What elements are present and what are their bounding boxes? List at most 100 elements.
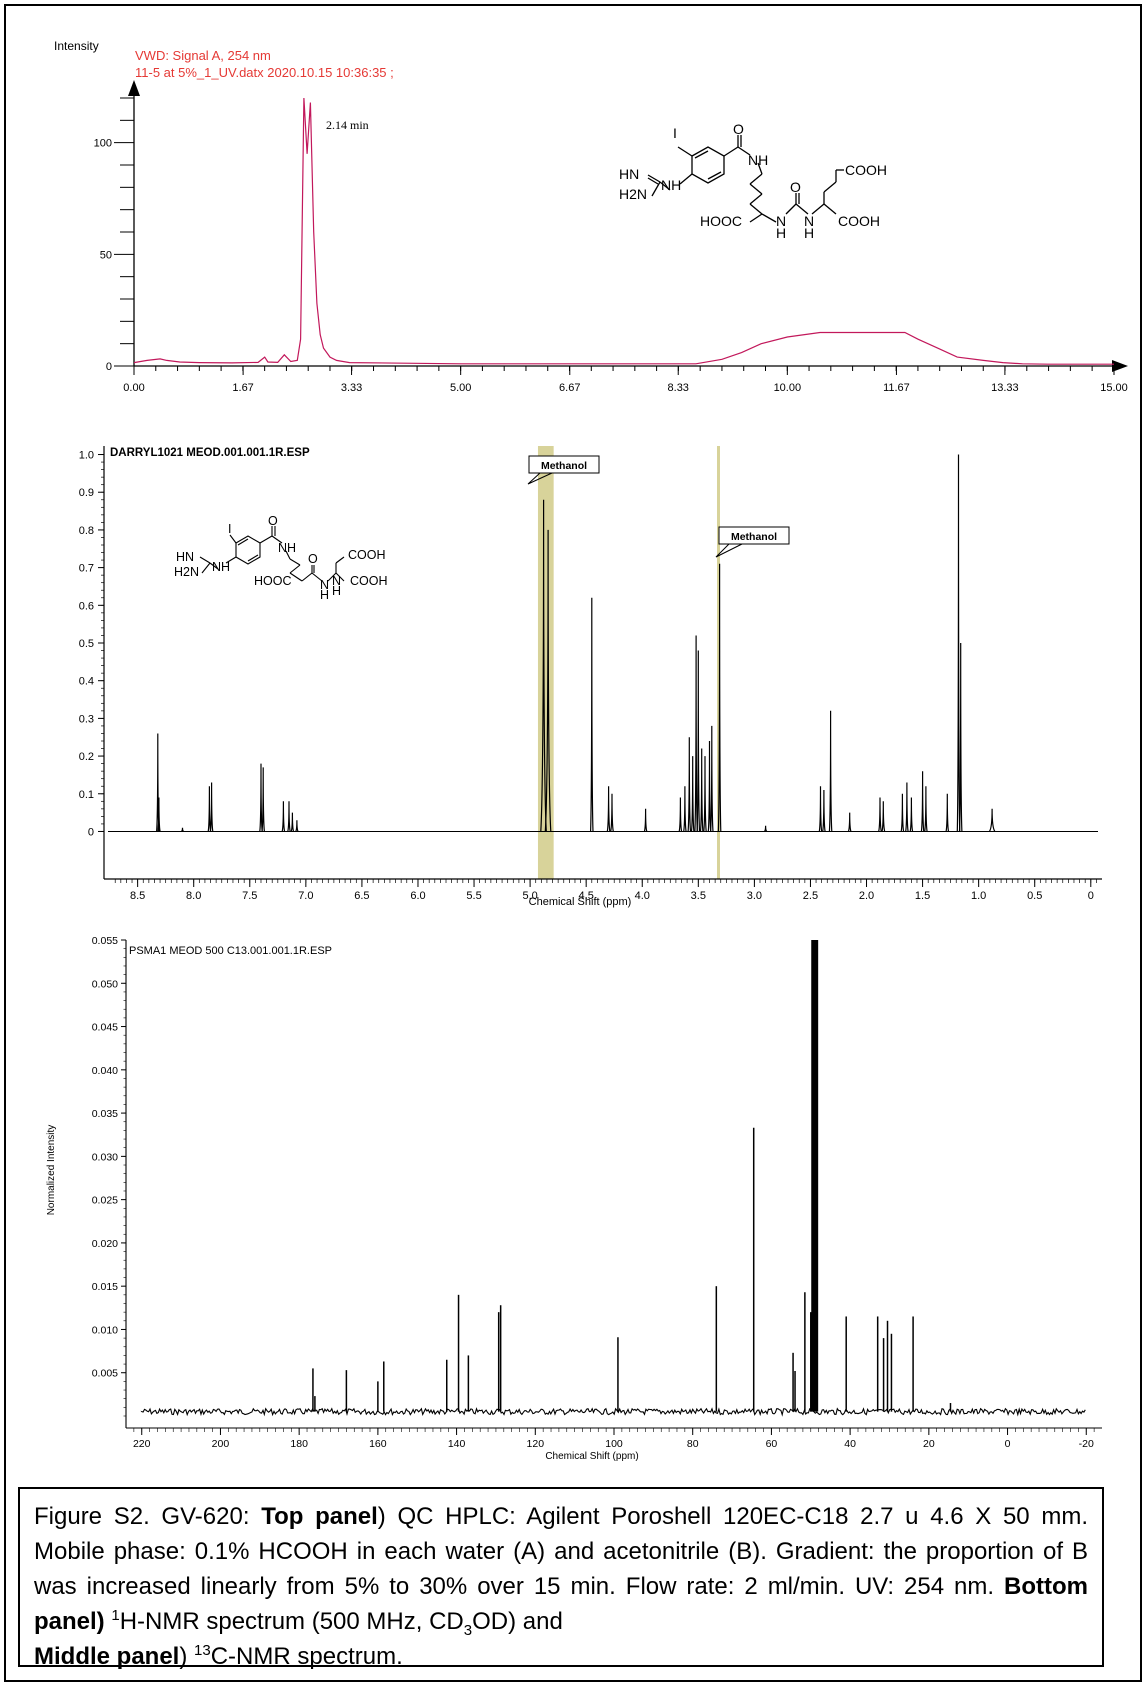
h1-x-axis-label: Chemical Shift (ppm): [529, 896, 632, 908]
h1-y-tick-label: 0.6: [79, 600, 94, 612]
h1-peak: [696, 650, 701, 832]
h1-axes: 0 0.1 0.2 0.3 0.4 0.5 0.6 0.7 0.8 0.9 1.0 8.5 8.0 7.5…: [79, 446, 1102, 902]
h1-y-tick-label: 0.2: [79, 751, 94, 763]
h1-peak: [956, 454, 961, 832]
c13-x-tick-label: 40: [844, 1438, 856, 1450]
h1-x-tick-label: 8.0: [186, 890, 201, 902]
hplc-x-tick-label: 5.00: [450, 382, 471, 394]
c13-x-tick-label: 220: [133, 1438, 151, 1450]
h1-peak: [988, 808, 996, 832]
hplc-x-tick-label: 0.00: [123, 382, 144, 394]
struct1-cooh-top: COOH: [845, 162, 887, 178]
caption-c13-sup: 13: [194, 1642, 211, 1659]
figure-caption: Figure S2. GV-620: Top panel) QC HPLC: A…: [18, 1487, 1104, 1670]
c13-axes: 0.005 0.010 0.015 0.020 0.025 0.030 0.035 0.040…: [92, 935, 1102, 1450]
h1-nmr-panel: 0 0.1 0.2 0.3 0.4 0.5 0.6 0.7 0.8 0.9 1.0 8.5 8.0 7.5…: [79, 446, 1102, 908]
h1-file-label: DARRYL1021 MEOD.001.001.1R.ESP: [110, 447, 310, 459]
h1-peak: [945, 793, 950, 832]
caption-middle-text-a: ): [179, 1643, 195, 1670]
hplc-y-tick-label: 100: [94, 138, 112, 150]
h1-peak: [157, 797, 161, 832]
h1-peak: [900, 793, 905, 832]
struct1-h2n: H2N: [619, 186, 647, 202]
caption-top-bold: Top panel: [261, 1503, 378, 1530]
h1-peak: [290, 812, 295, 832]
methanol-band-2: [716, 446, 720, 879]
struct1-h1: H: [776, 225, 786, 241]
h1-peak: [678, 797, 683, 832]
c13-x-tick-label: 180: [290, 1438, 308, 1450]
hplc-plot-area: [133, 97, 1114, 365]
struct1-nh: NH: [661, 177, 681, 193]
h1-peak: [209, 782, 214, 832]
h1-peak: [847, 812, 852, 832]
caption-sub3: 3: [463, 1621, 473, 1639]
hplc-x-tick-label: 6.67: [559, 382, 580, 394]
h1-plot-area: [108, 454, 1098, 833]
struct1-h2: H: [804, 225, 814, 241]
h1-y-tick-label: 0.7: [79, 563, 94, 575]
h1-peak: [690, 756, 695, 832]
h1-y-tick-label: 0.9: [79, 487, 94, 499]
c13-y-tick-label: 0.035: [92, 1108, 118, 1120]
hplc-axes: 0 50 100 0.00 1.67 3.33 5.00 6.67 8.33 10.00 11.67…: [94, 80, 1128, 394]
c13-nmr-panel: 0.005 0.010 0.015 0.020 0.025 0.030 0.035 0.040…: [46, 935, 1102, 1462]
hplc-x-axis-arrow: [1112, 360, 1128, 372]
h1-x-tick-label: 7.5: [242, 890, 257, 902]
c13-x-axis-label: Chemical Shift (ppm): [545, 1451, 638, 1462]
struct2-h2: H: [332, 584, 341, 598]
c13-x-tick-label: 200: [212, 1438, 230, 1450]
c13-y-tick-label: 0.005: [92, 1368, 118, 1380]
hplc-x-tick-label: 3.33: [341, 382, 362, 394]
h1-peak: [699, 748, 704, 832]
h1-peak: [763, 825, 768, 832]
h1-peak: [207, 786, 212, 832]
h1-peak: [924, 786, 928, 832]
struct2-hooc: HOOC: [254, 574, 292, 588]
h1-x-tick-label: 8.5: [130, 890, 145, 902]
struct2-cooh-top: COOH: [348, 548, 386, 562]
struct2-nh: NH: [212, 560, 230, 574]
hplc-trace: [133, 97, 1114, 365]
caption-bottom-bold: Bottom panel): [34, 1573, 1088, 1635]
structure-h1nmr: I O NH HN NH H2N COOH HOOC N H O N H COO…: [174, 514, 388, 602]
struct2-h1: H: [320, 588, 329, 602]
h1-peak: [909, 797, 914, 832]
h1-peak: [295, 820, 299, 832]
struct2-hn: HN: [176, 550, 194, 564]
h1-peak: [287, 801, 291, 832]
hplc-y-tick-label: 50: [100, 249, 112, 261]
caption-middle-bold: Middle panel: [34, 1643, 180, 1670]
caption-h1-sup: 1: [111, 1607, 120, 1624]
hplc-y-axis-title: Intensity: [54, 39, 99, 53]
h1-peak: [687, 737, 692, 832]
h1-y-tick-label: 1.0: [79, 450, 94, 462]
hplc-x-tick-label: 10.00: [774, 382, 802, 394]
c13-plot-area: [140, 940, 1086, 1417]
caption-middle-text-b: C-NMR spectrum.: [210, 1643, 403, 1670]
hplc-header-line1: VWD: Signal A, 254 nm: [135, 48, 271, 63]
h1-x-tick-label: 1.0: [971, 890, 986, 902]
h1-peak: [610, 793, 614, 832]
c13-y-tick-label: 0.055: [92, 935, 118, 947]
h1-x-tick-label: 5.5: [466, 890, 481, 902]
c13-y-tick-label: 0.020: [92, 1238, 118, 1250]
c13-y-tick-label: 0.045: [92, 1022, 118, 1034]
struct1-urea-o: O: [790, 179, 801, 195]
struct1-oxygen: O: [733, 121, 744, 137]
struct2-n2: N: [332, 574, 341, 588]
h1-y-tick-label: 0.4: [79, 676, 94, 688]
caption-prefix: Figure S2. GV-620:: [34, 1503, 262, 1530]
struct2-oxygen: O: [268, 514, 278, 528]
h1-peak: [643, 808, 648, 832]
struct1-amide-nh: NH: [748, 152, 768, 168]
struct2-iodo: I: [228, 522, 231, 536]
c13-y-tick-label: 0.015: [92, 1281, 118, 1293]
h1-peak: [710, 725, 714, 832]
struct1-hn: HN: [619, 166, 639, 182]
h1-peak: [828, 710, 833, 832]
c13-x-tick-label: 60: [766, 1438, 778, 1450]
h1-y-tick-label: 0.5: [79, 638, 94, 650]
caption-top-text: ) QC HPLC: Agilent Poroshell 120EC-C18 2…: [34, 1503, 1088, 1600]
struct1-n1: N: [776, 213, 786, 229]
